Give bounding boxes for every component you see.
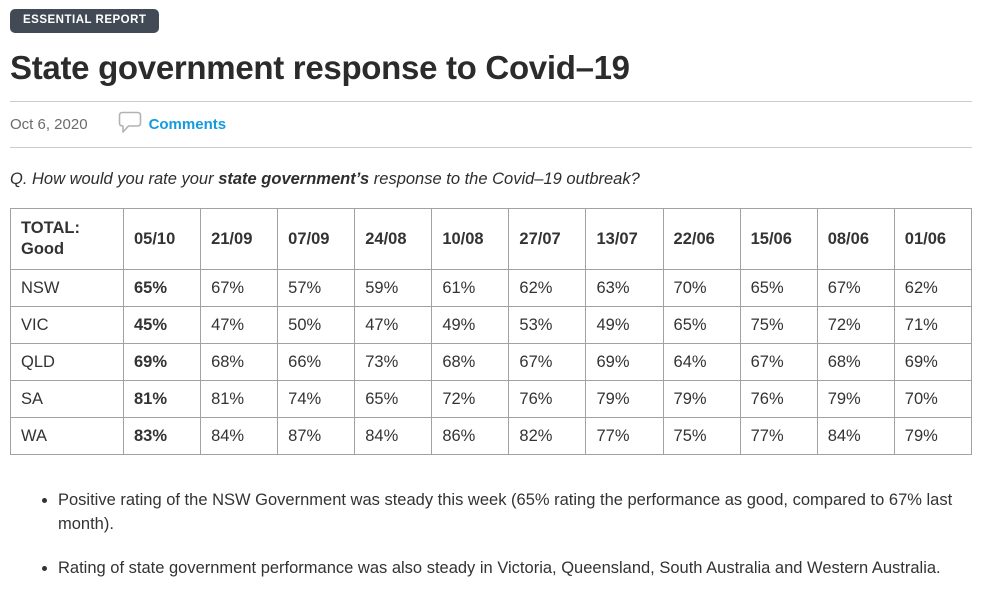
table-row: SA 81% 81% 74% 65% 72% 76% 79% 79% 76% 79% 70% xyxy=(10,380,973,419)
page-title: State government response to Covid–19 xyxy=(10,48,630,86)
rating-cell: 63% xyxy=(585,269,664,308)
divider-meta xyxy=(10,147,972,149)
rating-cell: 87% xyxy=(277,417,356,456)
rating-cell: 81% xyxy=(122,380,202,419)
essential-report-badge: ESSENTIAL REPORT xyxy=(10,9,160,33)
question-suffix: response to the Covid–19 outbreak? xyxy=(369,170,640,189)
question-prefix: Q. How would you rate your xyxy=(10,170,219,189)
row-label-state: NSW xyxy=(10,269,124,308)
rating-cell: 82% xyxy=(508,417,587,456)
rating-cell: 69% xyxy=(893,343,973,382)
table-body: NSW 65% 67% 57% 59% 61% 62% 63% 70% 65% 67% 62% VIC 4… xyxy=(10,269,973,456)
column-header-date: 21/09 xyxy=(200,208,279,271)
rating-cell: 49% xyxy=(431,306,510,345)
question-emphasis: state government’s xyxy=(218,170,370,189)
rating-cell: 64% xyxy=(662,343,741,382)
table-row: VIC 45% 47% 50% 47% 49% 53% 49% 65% 75% 72% 71% xyxy=(10,306,973,345)
rating-cell: 67% xyxy=(200,269,279,308)
rating-cell: 62% xyxy=(508,269,587,308)
rating-cell: 68% xyxy=(200,343,279,382)
rating-cell: 74% xyxy=(277,380,356,419)
row-label-state: QLD xyxy=(10,343,124,382)
rating-cell: 66% xyxy=(277,343,356,382)
row-label-state: SA xyxy=(10,380,124,419)
note-item: Positive rating of the NSW Government wa… xyxy=(58,489,972,536)
column-header-date: 07/09 xyxy=(277,208,356,271)
rating-cell: 59% xyxy=(354,269,433,308)
notes-list: Positive rating of the NSW Government wa… xyxy=(10,489,972,580)
rating-cell: 61% xyxy=(431,269,510,308)
rating-cell: 86% xyxy=(431,417,510,456)
rating-cell: 69% xyxy=(585,343,664,382)
row-label-state: WA xyxy=(10,417,124,456)
column-header-date: 15/06 xyxy=(739,208,818,271)
rating-cell: 75% xyxy=(662,417,741,456)
rating-cell: 47% xyxy=(200,306,279,345)
rating-cell: 65% xyxy=(739,269,818,308)
rating-cell: 84% xyxy=(200,417,279,456)
rating-cell: 72% xyxy=(431,380,510,419)
rating-cell: 70% xyxy=(662,269,741,308)
column-header-date: 01/06 xyxy=(893,208,973,271)
rating-cell: 81% xyxy=(200,380,279,419)
rating-cell: 69% xyxy=(122,343,202,382)
rating-cell: 73% xyxy=(354,343,433,382)
rating-cell: 79% xyxy=(816,380,895,419)
corner-line-2: Good xyxy=(21,240,65,259)
rating-cell: 65% xyxy=(122,269,202,308)
rating-cell: 71% xyxy=(893,306,973,345)
rating-cell: 45% xyxy=(122,306,202,345)
rating-cell: 76% xyxy=(508,380,587,419)
rating-cell: 77% xyxy=(739,417,818,456)
row-label-state: VIC xyxy=(10,306,124,345)
rating-cell: 50% xyxy=(277,306,356,345)
rating-cell: 79% xyxy=(893,417,973,456)
table-header-row: TOTAL: Good 05/10 21/09 07/09 24/08 10/08 27/… xyxy=(10,208,973,271)
meta-row: Oct 6, 2020 Comments xyxy=(10,102,972,147)
table-corner-header: TOTAL: Good xyxy=(10,208,124,271)
rating-cell: 53% xyxy=(508,306,587,345)
note-item: Rating of state government performance w… xyxy=(58,557,972,580)
rating-cell: 83% xyxy=(122,417,202,456)
rating-cell: 68% xyxy=(816,343,895,382)
comments-label[interactable]: Comments xyxy=(148,116,227,134)
results-table: TOTAL: Good 05/10 21/09 07/09 24/08 10/08 27/… xyxy=(10,208,973,456)
rating-cell: 76% xyxy=(739,380,818,419)
table-row: NSW 65% 67% 57% 59% 61% 62% 63% 70% 65% 67% 62% xyxy=(10,269,973,308)
corner-line-1: TOTAL: xyxy=(21,219,80,237)
rating-cell: 68% xyxy=(431,343,510,382)
column-header-date: 05/10 xyxy=(122,208,202,271)
survey-question: Q. How would you rate your state governm… xyxy=(10,170,972,189)
publish-date: Oct 6, 2020 xyxy=(10,116,88,134)
rating-cell: 79% xyxy=(662,380,741,419)
column-header-date: 08/06 xyxy=(816,208,895,271)
rating-cell: 67% xyxy=(739,343,818,382)
rating-cell: 77% xyxy=(585,417,664,456)
rating-cell: 79% xyxy=(585,380,664,419)
rating-cell: 57% xyxy=(277,269,356,308)
rating-cell: 75% xyxy=(739,306,818,345)
rating-cell: 72% xyxy=(816,306,895,345)
column-header-date: 27/07 xyxy=(508,208,587,271)
column-header-date: 22/06 xyxy=(662,208,741,271)
rating-cell: 65% xyxy=(662,306,741,345)
rating-cell: 84% xyxy=(354,417,433,456)
rating-cell: 65% xyxy=(354,380,433,419)
rating-cell: 62% xyxy=(893,269,973,308)
column-header-date: 10/08 xyxy=(431,208,510,271)
column-header-date: 24/08 xyxy=(354,208,433,271)
rating-cell: 49% xyxy=(585,306,664,345)
rating-cell: 67% xyxy=(816,269,895,308)
column-header-date: 13/07 xyxy=(585,208,664,271)
rating-cell: 47% xyxy=(354,306,433,345)
rating-cell: 67% xyxy=(508,343,587,382)
table-row: QLD 69% 68% 66% 73% 68% 67% 69% 64% 67% 68% 69% xyxy=(10,343,973,382)
rating-cell: 84% xyxy=(816,417,895,456)
table-row: WA 83% 84% 87% 84% 86% 82% 77% 75% 77% 84% 79% xyxy=(10,417,973,456)
comments-link[interactable]: Comments xyxy=(118,111,227,139)
speech-bubble-icon[interactable] xyxy=(118,111,142,139)
rating-cell: 70% xyxy=(893,380,973,419)
divider-top xyxy=(10,101,972,103)
